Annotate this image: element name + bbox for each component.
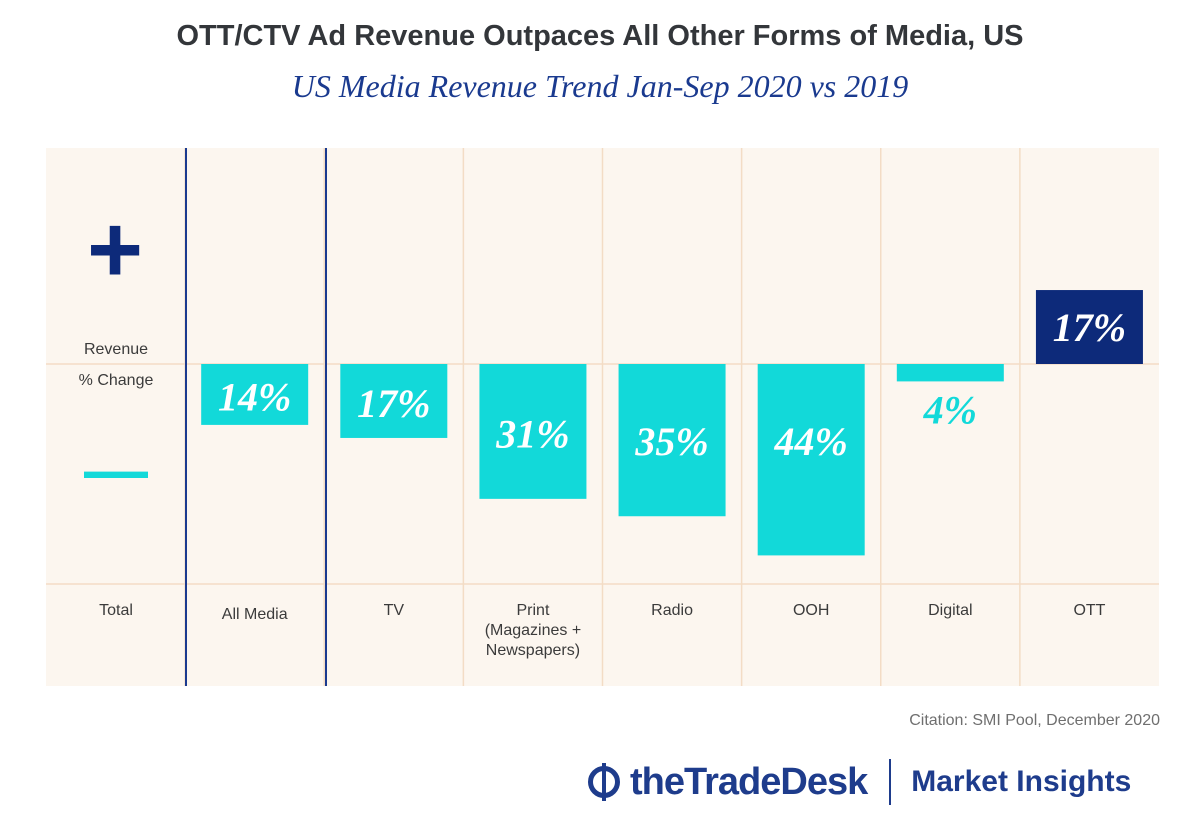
axis-label-percent-change: % Change bbox=[79, 372, 154, 389]
bar-labels: 14% 17% 31% 35% 44% 4% 17% bbox=[218, 305, 1126, 464]
bar-ooh bbox=[757, 364, 865, 556]
minus-icon: — bbox=[84, 434, 148, 506]
chart-title: OTT/CTV Ad Revenue Outpaces All Other Fo… bbox=[176, 20, 1024, 52]
bar-all-media bbox=[201, 364, 309, 425]
footer-divider bbox=[889, 759, 892, 805]
bar-value-label: 44% bbox=[774, 419, 848, 464]
citation: Citation: SMI Pool, December 2020 bbox=[909, 712, 1160, 729]
bar-print-magazines-newspapers bbox=[479, 364, 587, 499]
chart-area: + Revenue % Change — Total 14% 17% 31% 35% 4… bbox=[46, 148, 1159, 686]
axis-label-revenue: Revenue bbox=[84, 341, 148, 358]
category-label: Print (Magazines + Newspapers) bbox=[485, 602, 582, 659]
bar-tv bbox=[340, 364, 448, 438]
category-label: OTT bbox=[1073, 602, 1105, 619]
brand-name: theTradeDesk bbox=[630, 760, 868, 803]
bar-radio bbox=[618, 364, 726, 517]
category-label: TV bbox=[384, 602, 405, 619]
category-labels: All Media TV Print (Magazines + Newspapers) R… bbox=[222, 602, 1106, 659]
category-label: Radio bbox=[651, 602, 693, 619]
category-label: Digital bbox=[928, 602, 972, 619]
category-label: All Media bbox=[222, 606, 288, 623]
bar-value-label: 4% bbox=[923, 387, 977, 432]
bar-value-label: 31% bbox=[495, 411, 569, 456]
total-label: Total bbox=[99, 602, 133, 619]
footer-branding: theTradeDesk Market Insights bbox=[588, 752, 1131, 812]
bar-digital bbox=[896, 364, 1004, 382]
bar-value-label: 35% bbox=[634, 419, 708, 464]
bar-value-label: 17% bbox=[1053, 305, 1126, 350]
bars bbox=[201, 290, 1143, 556]
bar-ott bbox=[1035, 290, 1143, 364]
bar-value-label: 17% bbox=[357, 381, 430, 426]
trade-desk-logo-icon bbox=[588, 763, 620, 801]
bar-value-label: 14% bbox=[218, 374, 291, 419]
plus-icon: + bbox=[87, 196, 143, 303]
category-label: OOH bbox=[793, 602, 829, 619]
footer-tagline: Market Insights bbox=[911, 765, 1132, 798]
legend-column: + Revenue % Change — Total bbox=[79, 196, 154, 619]
chart-subtitle: US Media Revenue Trend Jan-Sep 2020 vs 2… bbox=[291, 68, 909, 104]
